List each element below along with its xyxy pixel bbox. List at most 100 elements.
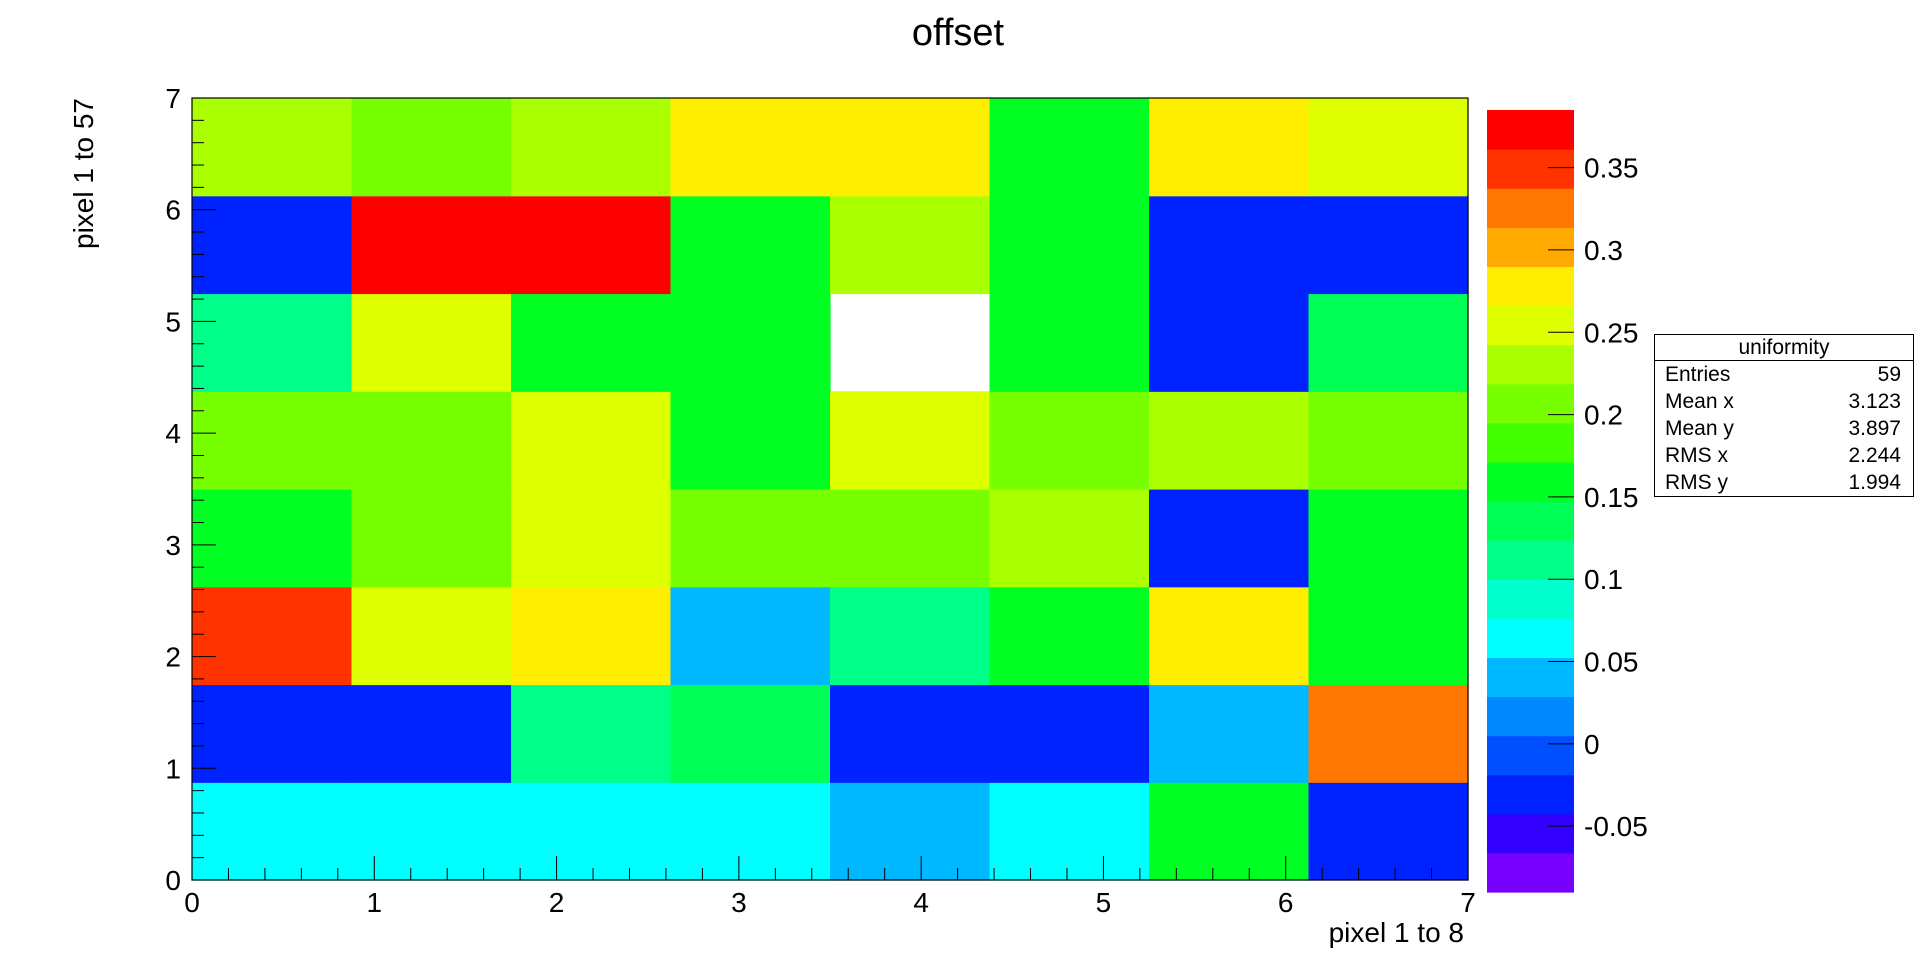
heatmap-cell — [670, 684, 831, 783]
heatmap-cell — [511, 195, 672, 295]
chart-title: offset — [912, 12, 1005, 54]
heatmap-cell — [192, 489, 353, 588]
heatmap-cell — [1308, 489, 1469, 588]
heatmap-cell — [670, 586, 831, 686]
statistics-row: Mean x 3.123 — [1655, 388, 1913, 415]
color-scale-swatch — [1487, 813, 1574, 854]
heatmap-cell — [670, 195, 831, 295]
heatmap-cell — [1308, 293, 1469, 392]
color-scale-swatch — [1487, 266, 1574, 307]
heatmap-cell — [670, 391, 831, 490]
y-tick-label: 3 — [165, 530, 181, 561]
heatmap-cell — [1308, 98, 1469, 197]
y-tick-label: 7 — [165, 83, 181, 114]
y-tick-label: 6 — [165, 195, 181, 226]
heatmap-cell — [989, 586, 1150, 686]
color-scale-swatch — [1487, 735, 1574, 776]
plot-frame — [191, 97, 1469, 881]
statistics-label: Entries — [1665, 363, 1731, 386]
heatmap-cell — [351, 489, 512, 588]
heatmap-cell — [192, 391, 353, 490]
statistics-row: Entries 59 — [1655, 361, 1913, 388]
heatmap-cell — [989, 489, 1150, 588]
color-scale-swatch — [1487, 696, 1574, 737]
heatmap-cell — [670, 98, 831, 197]
color-scale-swatch — [1487, 383, 1574, 424]
x-tick-label: 6 — [1278, 887, 1294, 918]
x-tick-label: 0 — [184, 887, 200, 918]
heatmap-cell — [830, 684, 991, 783]
statistics-rows: Entries 59 Mean x 3.123 Mean y 3.897 RMS x 2.24… — [1655, 361, 1913, 496]
heatmap-cell — [511, 586, 672, 686]
heatmap-cell — [511, 293, 672, 392]
heatmap-cell — [351, 98, 512, 197]
heatmap-cell — [989, 195, 1150, 295]
color-scale-swatch — [1487, 344, 1574, 385]
heatmap-cell — [989, 684, 1150, 783]
statistics-label: Mean x — [1665, 390, 1734, 413]
y-axis: 0 1 2 3 4 5 6 7 — [165, 83, 216, 896]
color-scale-swatch — [1487, 618, 1574, 658]
y-axis-label: pixel 1 to 57 — [68, 98, 99, 249]
heatmap-cell — [192, 98, 353, 197]
statistics-value: 1.994 — [1848, 471, 1901, 494]
heatmap-cell — [1308, 586, 1469, 686]
color-scale-swatch — [1487, 422, 1574, 463]
heatmap-cell — [830, 98, 991, 197]
heatmap-cell — [989, 782, 1150, 881]
heatmap-cell — [511, 391, 672, 490]
heatmap-cell — [192, 586, 353, 686]
statistics-title: uniformity — [1655, 335, 1913, 361]
heatmap-cell — [989, 391, 1150, 490]
color-scale-tick-label: 0.05 — [1584, 647, 1639, 678]
color-scale-swatch — [1487, 227, 1574, 267]
statistics-row: RMS y 1.994 — [1655, 469, 1913, 496]
color-scale-swatch — [1487, 501, 1574, 541]
heatmap-cell — [830, 586, 991, 686]
statistics-row: Mean y 3.897 — [1655, 415, 1913, 442]
color-scale-swatch — [1487, 579, 1574, 619]
heatmap-cell — [1149, 293, 1310, 392]
heatmap-cell — [351, 684, 512, 783]
heatmap-cell — [511, 98, 672, 197]
statistics-value: 3.123 — [1848, 390, 1901, 413]
heatmap-cell — [989, 98, 1150, 197]
heatmap-cell — [830, 195, 991, 295]
statistics-value: 59 — [1877, 363, 1901, 386]
statistics-value: 3.897 — [1848, 417, 1901, 440]
color-scale-swatch — [1487, 774, 1574, 815]
statistics-label: Mean y — [1665, 417, 1734, 440]
color-scale-tick-label: 0.3 — [1584, 235, 1623, 266]
x-tick-label: 5 — [1096, 887, 1112, 918]
plot-border — [191, 97, 1469, 881]
y-tick-label: 1 — [165, 753, 181, 784]
x-tick-label: 3 — [731, 887, 747, 918]
heatmap-cell — [830, 489, 991, 588]
y-tick-label: 5 — [165, 306, 181, 337]
heatmap-cell — [351, 195, 512, 295]
color-scale: -0.05 0 0.05 0.1 0.15 0.2 0.25 0.3 0.35 — [1487, 110, 1648, 893]
heatmap-cell — [192, 195, 353, 295]
heatmap-cell — [1308, 684, 1469, 783]
color-scale-tick-label: -0.05 — [1584, 811, 1648, 842]
color-scale-swatch — [1487, 188, 1574, 228]
heatmap-cell — [351, 586, 512, 686]
color-scale-tick-label: 0 — [1584, 729, 1600, 760]
heatmap-cell — [670, 293, 831, 392]
heatmap-cell — [830, 391, 991, 490]
color-scale-swatch — [1487, 657, 1574, 698]
color-scale-tick-label: 0.15 — [1584, 482, 1639, 513]
color-scale-swatch — [1487, 110, 1574, 150]
heatmap-cell — [511, 782, 672, 881]
heatmap-cell — [989, 293, 1150, 392]
statistics-label: RMS y — [1665, 471, 1728, 494]
color-scale-swatch — [1487, 305, 1574, 346]
x-tick-label: 2 — [549, 887, 565, 918]
x-tick-label: 7 — [1460, 887, 1476, 918]
statistics-label: RMS x — [1665, 444, 1728, 467]
y-tick-label: 4 — [165, 418, 181, 449]
x-tick-label: 4 — [913, 887, 929, 918]
heatmap-cell — [1149, 489, 1310, 588]
